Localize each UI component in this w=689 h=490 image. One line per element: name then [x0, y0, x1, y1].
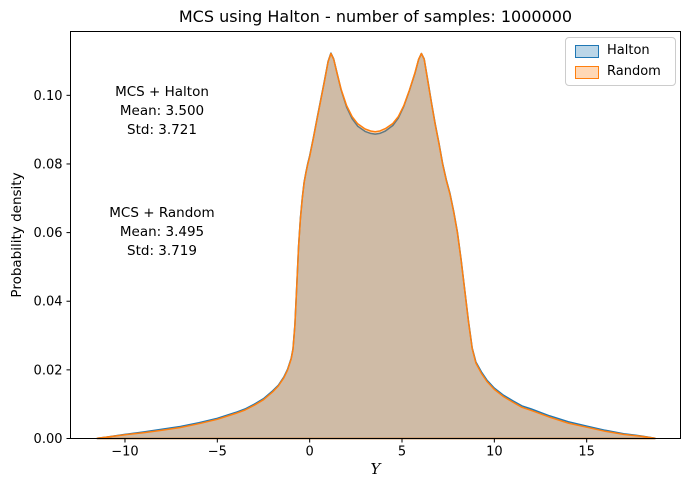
- x-tick-label: 15: [578, 445, 595, 460]
- annotation-line: Mean: 3.500: [119, 103, 205, 119]
- annotation-line: Mean: 3.495: [119, 224, 205, 240]
- chart-title: MCS using Halton - number of samples: 10…: [178, 7, 573, 26]
- legend-label: Halton: [607, 43, 650, 58]
- legend-entry-random: Random: [575, 65, 666, 79]
- y-tick-label: 0.10: [34, 89, 63, 104]
- x-tick-label: −10: [111, 445, 138, 460]
- y-tick-label: 0.08: [34, 157, 63, 172]
- y-tick-label: 0.02: [34, 363, 63, 378]
- annotation-halton-stats: MCS + Halton Mean: 3.500 Std: 3.721: [67, 83, 257, 140]
- x-tick-label: 5: [398, 445, 406, 460]
- kde-area-random: [96, 52, 656, 440]
- annotation-random-stats: MCS + Random Mean: 3.495 Std: 3.719: [67, 204, 257, 261]
- y-tick-label: 0.00: [34, 432, 63, 447]
- x-axis-label: Y: [370, 460, 381, 478]
- legend: Halton Random: [565, 37, 676, 86]
- annotation-line: Std: 3.719: [127, 243, 197, 259]
- y-tick-label: 0.04: [34, 295, 63, 310]
- y-axis-label: Probability density: [9, 172, 25, 298]
- random-swatch-icon: [575, 65, 599, 79]
- x-tick-label: −5: [208, 445, 227, 460]
- halton-swatch-icon: [575, 44, 599, 58]
- annotation-line: MCS + Random: [109, 205, 215, 221]
- annotation-line: Std: 3.721: [127, 122, 197, 138]
- x-tick-label: 0: [306, 445, 314, 460]
- y-tick-label: 0.06: [34, 226, 63, 241]
- legend-entry-halton: Halton: [575, 44, 666, 58]
- axes-frame: [70, 31, 681, 439]
- x-tick-label: 10: [486, 445, 503, 460]
- annotation-line: MCS + Halton: [115, 84, 209, 100]
- legend-label: Random: [607, 64, 661, 79]
